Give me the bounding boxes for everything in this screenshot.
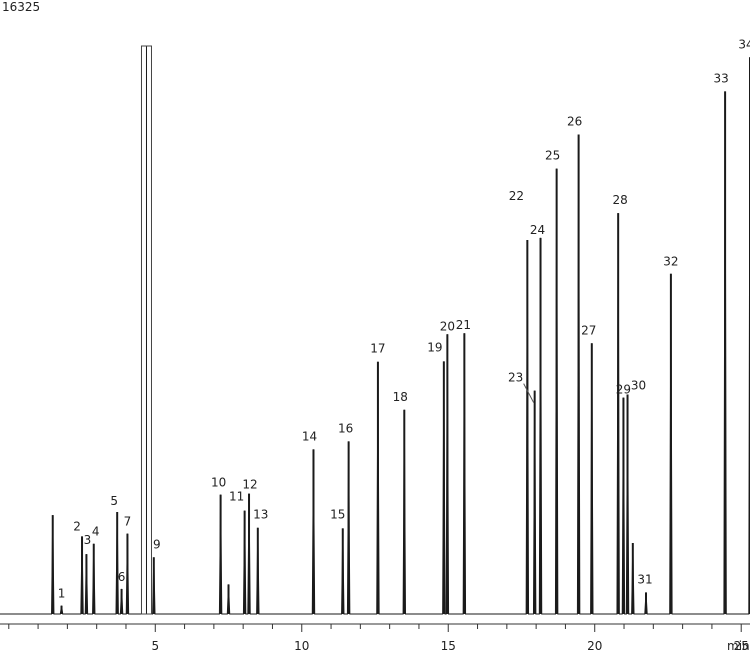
peak-label: 26: [567, 115, 582, 129]
peak-label: 14: [302, 429, 317, 443]
peak-label: 24: [530, 223, 545, 237]
peak-labels: 1234567891011121314151617181920212223242…: [58, 37, 750, 601]
chromatogram-trace: [0, 46, 750, 615]
peak-label: 11: [229, 490, 244, 504]
peak-label: 31: [637, 572, 652, 586]
peak-mark-overrange: [140, 45, 152, 615]
peak-label: 25: [545, 149, 560, 163]
peak-label: 30: [631, 378, 646, 392]
x-tick-label: 25: [734, 639, 749, 651]
axes: 5 10 15 20 25: [0, 623, 750, 651]
x-axis-label: min: [727, 639, 750, 651]
peak-label: 21: [456, 318, 471, 332]
peak-label: 2: [73, 519, 81, 533]
peak-label: 33: [713, 71, 728, 85]
peak-label: 19: [427, 340, 442, 354]
y-max-label: 16325: [2, 0, 41, 14]
peak-label: 15: [330, 507, 345, 521]
x-tick-label: 15: [441, 639, 456, 651]
peak-label: 4: [92, 525, 100, 539]
peak-label: 6: [118, 570, 126, 584]
peak-23-leader-line: [523, 383, 535, 403]
peak-label: 10: [211, 476, 226, 490]
peak-label: 3: [84, 533, 92, 547]
peak-label: 9: [153, 537, 161, 551]
peak-label: 12: [242, 478, 257, 492]
peak-label: 32: [663, 255, 678, 269]
peak-label: 23: [508, 371, 523, 385]
peak-label: 29: [616, 383, 631, 397]
peak-label: 17: [370, 342, 385, 356]
peak-label: 28: [613, 193, 628, 207]
x-tick-label: 5: [151, 639, 159, 651]
peak-label: 27: [581, 323, 596, 337]
peak-label: 1: [58, 587, 66, 601]
peak-label: 7: [124, 515, 132, 529]
peak-label: 16: [338, 421, 353, 435]
peak-label: 34: [738, 37, 750, 51]
peak-label: 18: [393, 390, 408, 404]
chromatogram-trace-group: [0, 45, 750, 615]
peak-label: 5: [110, 494, 118, 508]
peak-label: 22: [509, 189, 524, 203]
x-tick-label: 20: [587, 639, 602, 651]
peak-label: 20: [440, 319, 455, 333]
peak-label: 13: [253, 508, 268, 522]
x-tick-label: 10: [294, 639, 309, 651]
